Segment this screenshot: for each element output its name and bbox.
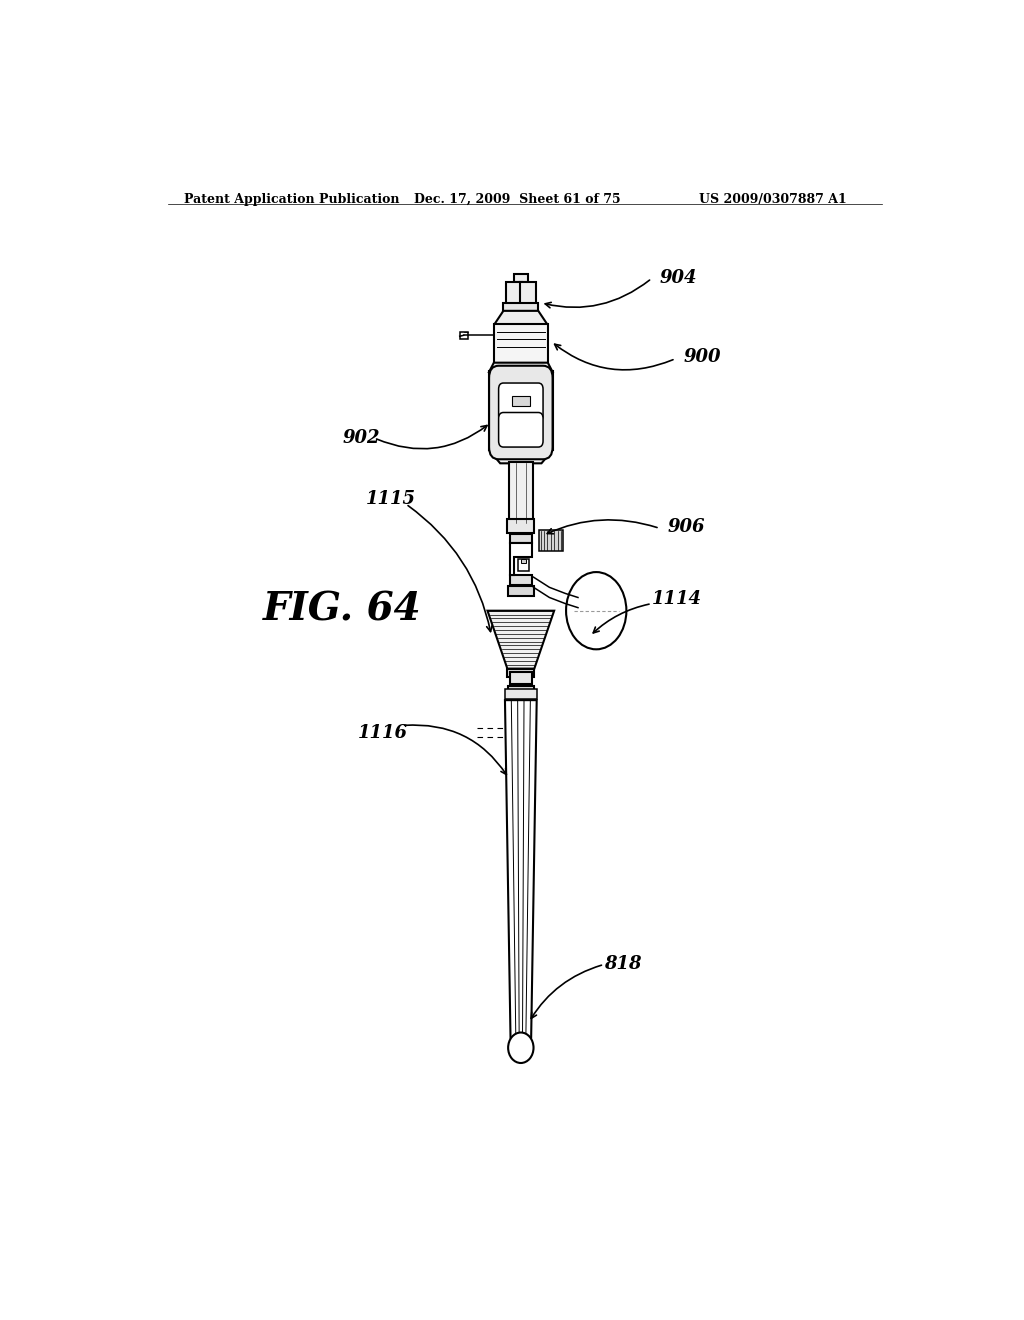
FancyBboxPatch shape	[494, 325, 548, 363]
FancyBboxPatch shape	[520, 282, 536, 305]
FancyBboxPatch shape	[499, 383, 543, 421]
Text: 1115: 1115	[367, 490, 416, 508]
FancyBboxPatch shape	[510, 535, 531, 543]
Text: Dec. 17, 2009  Sheet 61 of 75: Dec. 17, 2009 Sheet 61 of 75	[414, 193, 621, 206]
Text: 904: 904	[659, 269, 697, 288]
FancyBboxPatch shape	[508, 586, 534, 597]
FancyBboxPatch shape	[506, 282, 521, 305]
Text: 900: 900	[684, 347, 721, 366]
Circle shape	[566, 572, 627, 649]
FancyBboxPatch shape	[539, 531, 563, 550]
FancyBboxPatch shape	[505, 689, 537, 700]
FancyBboxPatch shape	[460, 331, 468, 339]
Text: 818: 818	[604, 956, 642, 973]
Text: 902: 902	[342, 429, 380, 447]
FancyBboxPatch shape	[521, 558, 525, 562]
Text: 1116: 1116	[358, 723, 409, 742]
FancyBboxPatch shape	[489, 366, 553, 459]
FancyBboxPatch shape	[489, 371, 553, 450]
Text: FIG. 64: FIG. 64	[263, 591, 422, 628]
Polygon shape	[487, 611, 554, 669]
FancyBboxPatch shape	[504, 302, 539, 312]
FancyBboxPatch shape	[499, 412, 543, 447]
FancyBboxPatch shape	[507, 669, 535, 677]
FancyBboxPatch shape	[510, 576, 531, 585]
Polygon shape	[489, 363, 553, 372]
FancyBboxPatch shape	[518, 558, 528, 572]
FancyBboxPatch shape	[510, 672, 531, 684]
Polygon shape	[505, 700, 537, 1057]
Text: 906: 906	[668, 519, 706, 536]
FancyBboxPatch shape	[508, 686, 534, 696]
Polygon shape	[510, 543, 531, 576]
FancyBboxPatch shape	[514, 275, 528, 282]
Ellipse shape	[508, 1032, 534, 1063]
FancyBboxPatch shape	[512, 396, 529, 407]
Text: Patent Application Publication: Patent Application Publication	[183, 193, 399, 206]
Text: US 2009/0307887 A1: US 2009/0307887 A1	[699, 193, 847, 206]
Text: 1114: 1114	[652, 590, 701, 607]
FancyBboxPatch shape	[509, 462, 532, 523]
Polygon shape	[494, 312, 548, 325]
Polygon shape	[489, 450, 553, 463]
FancyBboxPatch shape	[507, 519, 535, 533]
